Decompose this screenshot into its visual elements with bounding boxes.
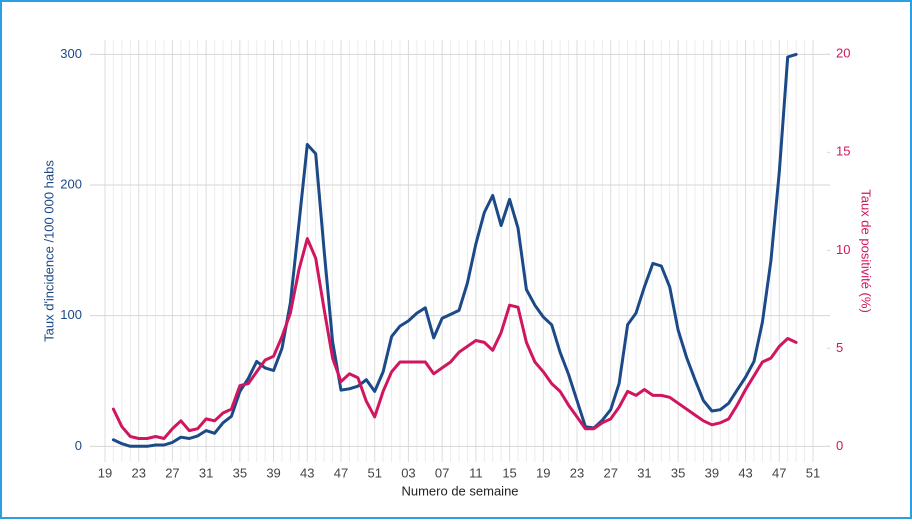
x-tick-label: 35 [671, 465, 685, 480]
y-axis-title: Taux d'incidence /100 000 habs [41, 160, 56, 342]
y-tick-label: 300 [60, 46, 82, 61]
y2-tick-label: 15 [836, 144, 850, 159]
series-line [111, 237, 798, 440]
y-tick-label: 200 [60, 176, 82, 191]
series-line [111, 52, 798, 448]
y2-tick-label: 5 [836, 340, 843, 355]
x-tick-label: 47 [334, 465, 348, 480]
y-tick-label: 0 [75, 438, 82, 453]
x-tick-label: 15 [502, 465, 516, 480]
y2-tick-label: 20 [836, 46, 850, 61]
x-tick-label: 51 [367, 465, 381, 480]
x-tick-label: 47 [772, 465, 786, 480]
x-tick-label: 43 [300, 465, 314, 480]
lines [111, 52, 798, 448]
x-tick-label: 19 [536, 465, 550, 480]
grid [90, 40, 830, 462]
x-tick-label: 19 [98, 465, 112, 480]
y-tick-label: 100 [60, 307, 82, 322]
x-tick-label: 39 [266, 465, 280, 480]
x-tick-label: 23 [131, 465, 145, 480]
y2-axis-title: Taux de positivité (%) [859, 189, 874, 313]
x-tick-label: 27 [165, 465, 179, 480]
y2-tick-label: 0 [836, 438, 843, 453]
x-tick-label: 43 [738, 465, 752, 480]
x-tick-label: 07 [435, 465, 449, 480]
x-tick-label: 31 [637, 465, 651, 480]
x-tick-label: 11 [469, 465, 483, 480]
y2-tick-label: 10 [836, 242, 850, 257]
x-tick-label: 31 [199, 465, 213, 480]
x-tick-label: 27 [603, 465, 617, 480]
x-tick-label: 51 [806, 465, 820, 480]
x-tick-label: 39 [705, 465, 719, 480]
x-tick-label: 35 [233, 465, 247, 480]
x-axis-title: Numero de semaine [401, 483, 518, 498]
x-tick-label: 23 [570, 465, 584, 480]
x-tick-label: 03 [401, 465, 415, 480]
